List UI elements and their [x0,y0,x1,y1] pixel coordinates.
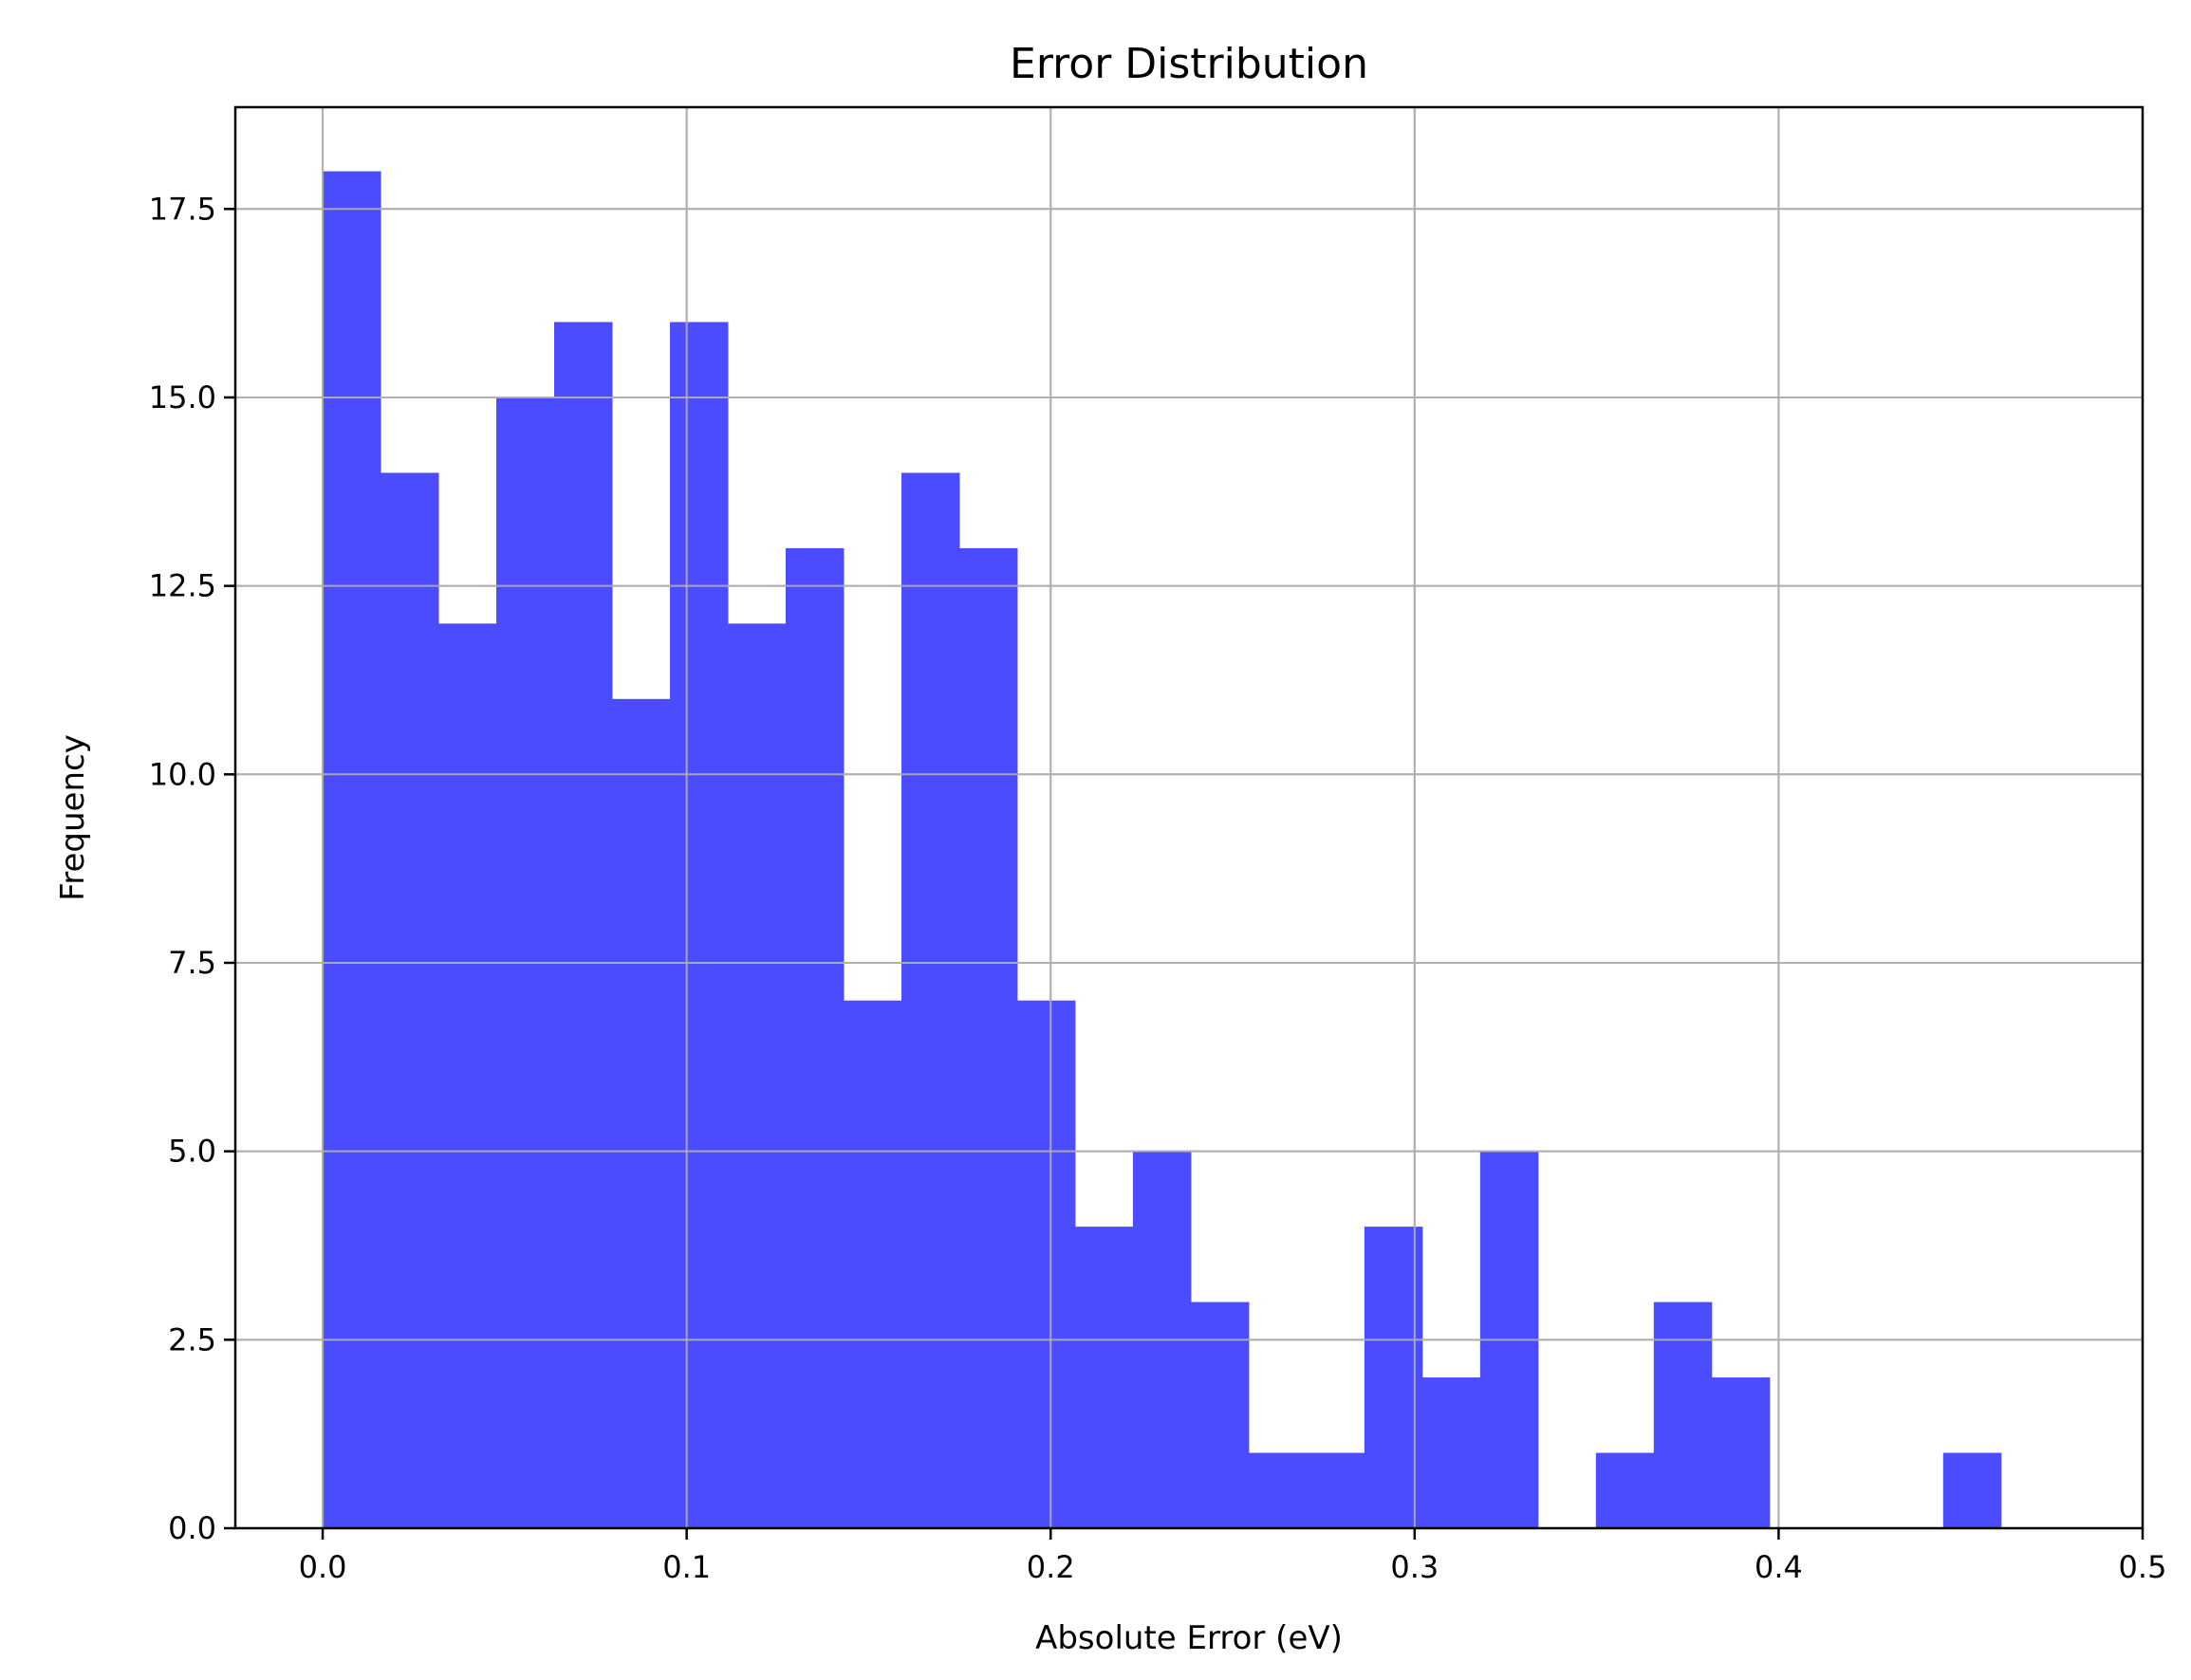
y-tick-label: 0.0 [168,1510,216,1546]
histogram-bar [1074,1227,1134,1528]
histogram-bar [843,1000,902,1528]
histogram-bar [1248,1452,1308,1528]
x-tick-label: 0.4 [1755,1549,1803,1585]
x-tick-label: 0.2 [1027,1549,1075,1585]
histogram-bar [438,623,497,1528]
histogram-bar [1942,1452,2002,1528]
x-tick-label: 0.1 [662,1549,711,1585]
x-tick-label: 0.3 [1390,1549,1439,1585]
histogram-bar [381,472,439,1529]
histogram-bar [727,623,787,1528]
y-tick-label: 10.0 [149,756,216,792]
histogram-bar [323,171,381,1528]
y-axis-ticks: 0.0 2.5 5.0 7.5 10.0 12.5 15.0 17.5 [149,191,235,1546]
chart-title: Error Distribution [1010,40,1368,88]
histogram-bars [323,171,2002,1529]
y-tick-label: 5.0 [168,1134,216,1170]
histogram-bar [1364,1227,1423,1528]
histogram-bar [1306,1452,1365,1528]
x-tick-label: 0.0 [299,1549,347,1585]
y-axis-label: Frequency [54,734,92,901]
histogram-bar [958,547,1018,1529]
histogram-bar [785,547,845,1529]
x-axis-ticks: 0.0 0.1 0.2 0.3 0.4 0.5 [299,1528,2167,1585]
histogram-bar [1016,1000,1076,1528]
y-tick-label: 12.5 [149,568,216,604]
plot-frame [233,105,2145,1530]
histogram-bar [1711,1377,1771,1528]
x-axis-label: Absolute Error (eV) [1035,1619,1343,1657]
y-tick-label: 2.5 [168,1321,216,1357]
histogram-bar [1595,1452,1655,1528]
histogram-bar [612,698,671,1528]
histogram-bar [554,322,613,1529]
y-tick-label: 7.5 [168,945,216,981]
histogram-bar [1653,1302,1713,1528]
x-tick-label: 0.5 [2119,1549,2167,1585]
y-tick-label: 15.0 [149,379,216,415]
y-tick-label: 17.5 [149,191,216,227]
histogram-bar [1421,1377,1481,1528]
histogram-bar [670,322,729,1529]
histogram-bar [901,472,960,1529]
histogram-bar [1190,1302,1250,1528]
